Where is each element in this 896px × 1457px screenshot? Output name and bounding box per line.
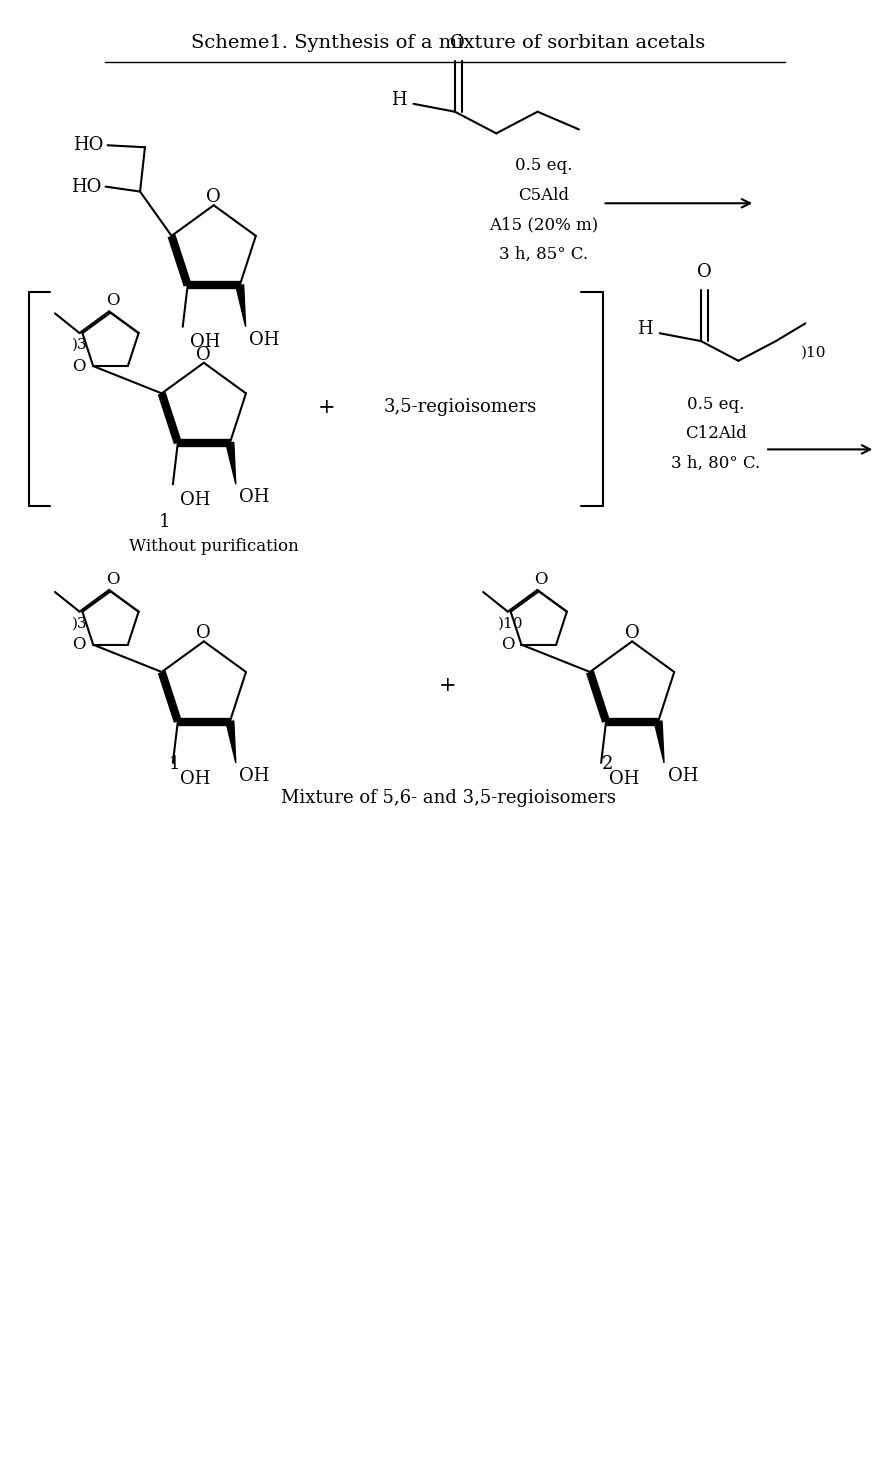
Text: 0.5 eq.: 0.5 eq. [515, 157, 573, 175]
Text: O: O [625, 625, 640, 643]
Text: HO: HO [73, 137, 103, 154]
Text: OH: OH [608, 769, 639, 788]
Text: )3: )3 [72, 616, 87, 631]
Text: OH: OH [239, 488, 270, 506]
Text: )10: )10 [800, 345, 826, 360]
Text: +: + [318, 398, 336, 417]
Text: O: O [206, 188, 221, 207]
Polygon shape [236, 284, 246, 326]
Text: C12Ald: C12Ald [685, 425, 746, 441]
Polygon shape [654, 721, 664, 763]
Text: 2: 2 [602, 755, 613, 774]
Text: O: O [534, 571, 547, 589]
Text: O: O [501, 637, 514, 653]
Text: 3 h, 85° C.: 3 h, 85° C. [499, 246, 588, 262]
Text: O: O [196, 345, 211, 364]
Text: )10: )10 [498, 616, 523, 631]
Text: OH: OH [180, 491, 211, 508]
Text: O: O [106, 293, 119, 309]
Text: C5Ald: C5Ald [518, 186, 569, 204]
Polygon shape [226, 721, 236, 763]
Text: +: + [439, 676, 457, 695]
Text: 1: 1 [168, 755, 180, 774]
Text: O: O [73, 637, 86, 653]
Text: OH: OH [190, 334, 220, 351]
Text: O: O [106, 571, 119, 589]
Text: )3: )3 [72, 338, 87, 351]
Text: OH: OH [180, 769, 211, 788]
Text: 1: 1 [159, 513, 170, 532]
Polygon shape [226, 443, 236, 484]
Text: O: O [451, 34, 465, 52]
Text: OH: OH [249, 331, 280, 348]
Text: 3 h, 80° C.: 3 h, 80° C. [671, 455, 761, 472]
Text: HO: HO [71, 178, 101, 195]
Text: A15 (20% m): A15 (20% m) [489, 217, 599, 233]
Text: Without purification: Without purification [129, 538, 298, 555]
Text: OH: OH [239, 766, 270, 785]
Text: O: O [696, 264, 711, 281]
Text: 0.5 eq.: 0.5 eq. [687, 396, 745, 412]
Text: 3,5-regioisomers: 3,5-regioisomers [383, 398, 537, 417]
Text: H: H [391, 90, 407, 109]
Text: Mixture of 5,6- and 3,5-regioisomers: Mixture of 5,6- and 3,5-regioisomers [280, 788, 616, 807]
Text: O: O [73, 357, 86, 374]
Text: O: O [196, 625, 211, 643]
Text: Scheme1. Synthesis of a mixture of sorbitan acetals: Scheme1. Synthesis of a mixture of sorbi… [191, 34, 705, 52]
Text: H: H [637, 321, 652, 338]
Text: OH: OH [668, 766, 698, 785]
